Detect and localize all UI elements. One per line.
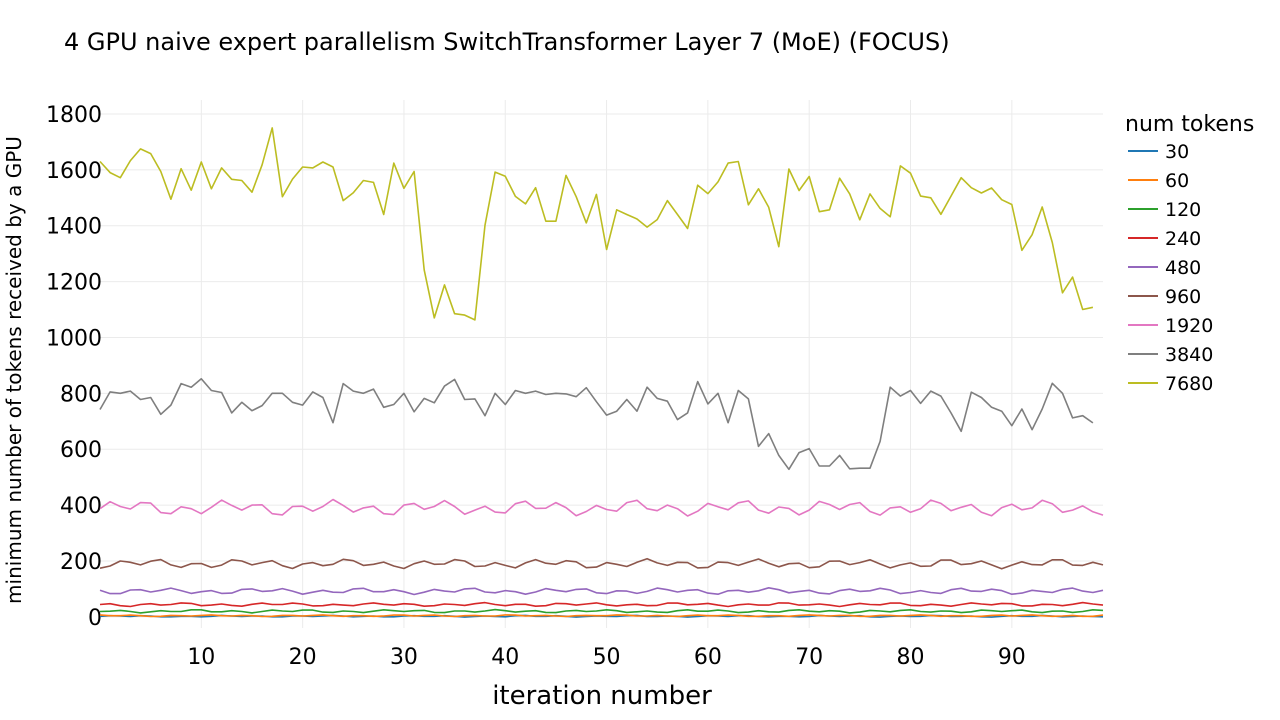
x-tick-label: 90	[998, 645, 1026, 670]
series-line-240	[99, 601, 1104, 608]
legend-label-120: 120	[1165, 199, 1201, 221]
legend-label-30: 30	[1165, 141, 1189, 163]
y-tick-label: 1600	[46, 159, 102, 184]
legend-label-960: 960	[1165, 286, 1201, 308]
y-tick-label: 200	[60, 550, 102, 575]
y-tick-label: 400	[60, 494, 102, 519]
y-axis-title: minimum number of tokens received by a G…	[2, 136, 26, 604]
y-tick-label: 1000	[46, 326, 102, 351]
legend-label-1920: 1920	[1165, 315, 1213, 337]
chart-title: 4 GPU naive expert parallelism SwitchTra…	[64, 28, 950, 56]
legend-label-240: 240	[1165, 228, 1201, 250]
x-tick-label: 40	[491, 645, 519, 670]
legend-label-480: 480	[1165, 257, 1201, 279]
y-tick-label: 1800	[46, 103, 102, 128]
x-tick-label: 70	[795, 645, 823, 670]
x-axis-ticks: 10 20 30 40 50 60 70 80 90	[187, 645, 1026, 670]
series-line-60	[99, 614, 1104, 618]
legend-label-3840: 3840	[1165, 344, 1213, 366]
series-lines	[99, 127, 1104, 618]
y-tick-label: 1200	[46, 271, 102, 296]
series-line-7680	[99, 127, 1094, 321]
legend-label-60: 60	[1165, 170, 1189, 192]
series-line-960	[99, 557, 1104, 570]
x-tick-label: 10	[187, 645, 215, 670]
legend-label-7680: 7680	[1165, 373, 1213, 395]
x-tick-label: 20	[289, 645, 317, 670]
y-tick-label: 0	[88, 606, 102, 631]
x-axis-title: iteration number	[492, 681, 712, 711]
legend: num tokens 30 60 120 240 480 960 1920 3840 7680	[1125, 112, 1254, 395]
series-line-3840	[99, 377, 1094, 471]
x-tick-label: 80	[897, 645, 925, 670]
series-line-1920	[99, 498, 1104, 517]
x-tick-label: 60	[694, 645, 722, 670]
legend-title: num tokens	[1125, 112, 1254, 137]
y-tick-label: 600	[60, 438, 102, 463]
series-line-120	[99, 608, 1104, 614]
x-tick-label: 50	[593, 645, 621, 670]
y-tick-label: 1400	[46, 215, 102, 240]
grid-lines	[100, 100, 1103, 628]
y-axis-ticks: 0 200 400 600 800 1000 1200 1400 1600 1800	[46, 103, 102, 631]
y-tick-label: 800	[60, 382, 102, 407]
x-tick-label: 30	[390, 645, 418, 670]
series-line-480	[99, 586, 1104, 596]
